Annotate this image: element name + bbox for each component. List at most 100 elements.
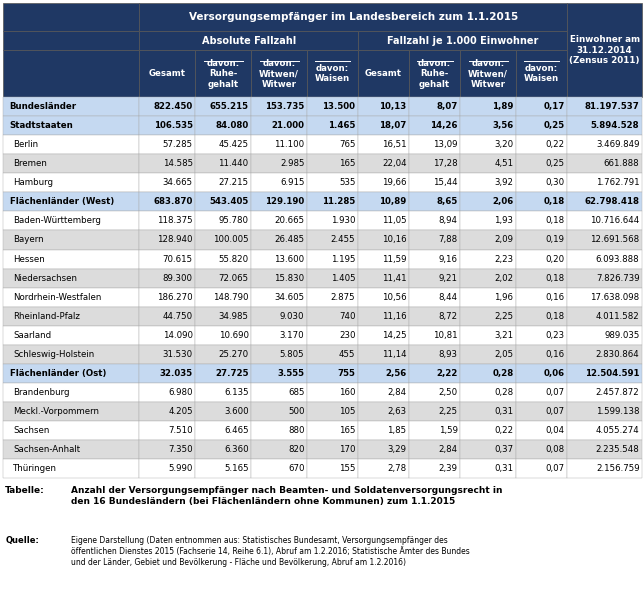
Text: 32.035: 32.035 [160,369,193,378]
Bar [195,287,251,307]
Text: 0,25: 0,25 [544,121,565,130]
Bar [409,421,460,440]
Bar [567,402,642,421]
Bar [409,307,460,326]
Text: 0,28: 0,28 [495,388,513,397]
Text: 13,09: 13,09 [433,140,458,149]
Bar [460,440,516,459]
Bar [516,50,567,97]
Bar [3,345,140,364]
Text: 10,13: 10,13 [379,102,406,111]
Text: Rheinland-Pfalz: Rheinland-Pfalz [13,312,80,321]
Text: 21.000: 21.000 [271,121,305,130]
Text: 105: 105 [339,407,355,416]
Bar [516,211,567,230]
Bar [358,97,409,116]
Bar [251,307,307,326]
Bar [3,326,140,345]
Text: 100.005: 100.005 [213,235,249,245]
Bar [251,211,307,230]
Text: 655.215: 655.215 [209,102,249,111]
Text: Einwohner am
31.12.2014
(Zensus 2011): Einwohner am 31.12.2014 (Zensus 2011) [569,35,640,65]
Text: 989.035: 989.035 [604,331,639,340]
Bar [516,421,567,440]
Bar [3,421,140,440]
Text: 0,30: 0,30 [545,178,565,187]
Bar [251,421,307,440]
Text: 2.985: 2.985 [280,159,305,168]
Bar [567,440,642,459]
Bar [140,459,195,478]
Bar [460,364,516,383]
Bar [140,3,567,30]
Bar [251,154,307,173]
Text: 2,25: 2,25 [439,407,458,416]
Bar [251,402,307,421]
Text: Gesamt: Gesamt [365,69,402,78]
Text: 20.665: 20.665 [274,216,305,225]
Bar [516,173,567,192]
Text: 3,29: 3,29 [388,445,406,454]
Text: Berlin: Berlin [13,140,38,149]
Text: 5.990: 5.990 [168,464,193,473]
Bar [409,268,460,287]
Text: Quelle:: Quelle: [5,536,39,545]
Text: 10,89: 10,89 [379,197,406,206]
Text: 0,28: 0,28 [492,369,513,378]
Bar [251,230,307,249]
Bar [516,116,567,135]
Text: 820: 820 [288,445,305,454]
Text: 0,04: 0,04 [545,426,565,435]
Text: 740: 740 [339,312,355,321]
Bar [358,402,409,421]
Text: 17.638.098: 17.638.098 [591,293,639,302]
Bar [409,211,460,230]
Text: 118.375: 118.375 [157,216,193,225]
Text: 22,04: 22,04 [382,159,406,168]
Text: 6.093.888: 6.093.888 [596,255,639,264]
Bar [307,307,358,326]
Bar [195,135,251,154]
Text: 15.830: 15.830 [274,274,305,283]
Bar [307,50,358,97]
Bar [409,364,460,383]
Text: 10,16: 10,16 [382,235,406,245]
Bar [195,268,251,287]
Text: 11.100: 11.100 [274,140,305,149]
Text: 13.600: 13.600 [274,255,305,264]
Text: 160: 160 [339,388,355,397]
Text: 3,21: 3,21 [495,331,513,340]
Text: 170: 170 [339,445,355,454]
Bar [516,154,567,173]
Bar [251,192,307,211]
Bar [251,249,307,268]
Bar [140,345,195,364]
Bar [358,173,409,192]
Bar [460,402,516,421]
Bar [460,345,516,364]
Bar [307,192,358,211]
Bar [409,249,460,268]
Bar [3,135,140,154]
Text: 14.090: 14.090 [163,331,193,340]
Bar [251,135,307,154]
Bar [358,287,409,307]
Text: davon:
Waisen: davon: Waisen [315,64,350,84]
Text: 2.235.548: 2.235.548 [596,445,639,454]
Bar [516,383,567,402]
Text: 5.894.528: 5.894.528 [591,121,639,130]
Text: 3.555: 3.555 [278,369,305,378]
Text: Niedersachsen: Niedersachsen [13,274,77,283]
Bar [140,154,195,173]
Text: 7,88: 7,88 [439,235,458,245]
Bar [409,230,460,249]
Text: 2,50: 2,50 [439,388,458,397]
Text: 8,65: 8,65 [437,197,458,206]
Bar [3,116,140,135]
Bar [460,211,516,230]
Text: Schleswig-Holstein: Schleswig-Holstein [13,350,94,359]
Text: 2.457.872: 2.457.872 [596,388,639,397]
Text: davon:
Waisen: davon: Waisen [524,64,559,84]
Bar [3,268,140,287]
Text: 89.300: 89.300 [163,274,193,283]
